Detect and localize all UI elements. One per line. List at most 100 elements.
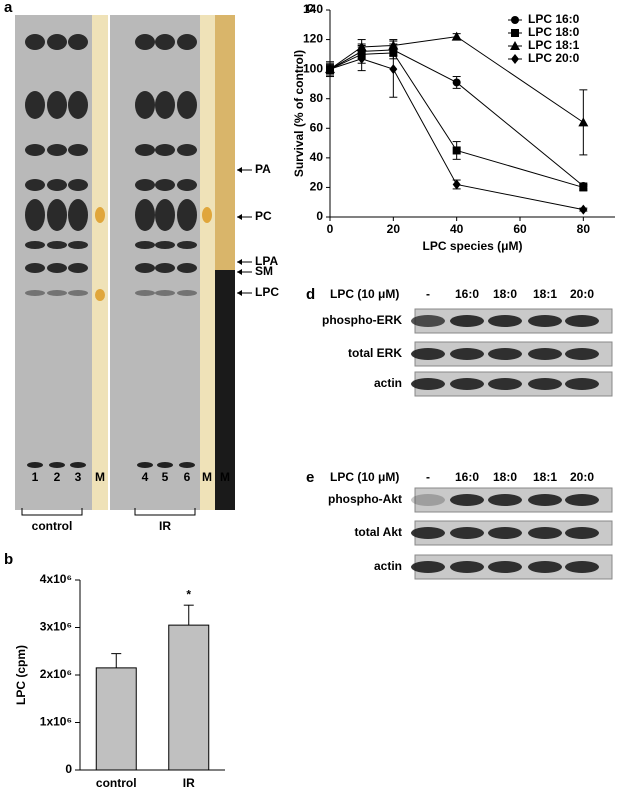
gel-band <box>155 91 175 119</box>
x-tick-label: 80 <box>577 222 591 236</box>
gel-band <box>47 91 67 119</box>
gel-band <box>70 462 86 468</box>
lane-label: - <box>426 470 430 484</box>
gel-band <box>25 34 45 50</box>
gel-band <box>47 290 67 296</box>
y-tick-label: 40 <box>310 150 324 164</box>
gel-band <box>137 462 153 468</box>
lane-label: 6 <box>184 470 191 484</box>
lane-label: M <box>202 470 212 484</box>
y-tick-label: 80 <box>310 91 324 105</box>
gel-band <box>157 462 173 468</box>
blot-band <box>411 527 445 539</box>
gel-band <box>68 263 88 273</box>
gel-band <box>47 144 67 156</box>
panel-label: e <box>306 469 314 486</box>
marker <box>578 117 589 127</box>
marker-strip <box>200 15 215 510</box>
blot-band <box>411 348 445 360</box>
bar <box>168 624 210 771</box>
marker <box>511 29 519 37</box>
marker-band <box>95 289 105 301</box>
blot-band <box>528 378 562 390</box>
gel-band <box>135 263 155 273</box>
group-bracket <box>134 508 196 516</box>
gel-band <box>155 34 175 50</box>
lane-label: 5 <box>162 470 169 484</box>
gel-band <box>135 144 155 156</box>
gel-band <box>47 34 67 50</box>
y-tick-label: 0 <box>65 762 72 776</box>
marker <box>326 64 334 75</box>
blot-band <box>488 494 522 506</box>
blot-band <box>565 315 599 327</box>
row-label: phospho-Akt <box>328 492 402 506</box>
gel-band <box>68 179 88 191</box>
gel-band <box>25 241 45 249</box>
lane-label: 18:0 <box>493 470 517 484</box>
y-tick-label: 100 <box>303 61 323 75</box>
marker-band <box>95 207 105 223</box>
gel-band <box>155 144 175 156</box>
lane-label: 4 <box>142 470 149 484</box>
blot-band <box>450 494 484 506</box>
gel-band <box>68 144 88 156</box>
gel-band <box>68 91 88 119</box>
arrow-head <box>237 290 242 296</box>
lane-label: 2 <box>54 470 61 484</box>
legend-label: LPC 20:0 <box>528 51 580 65</box>
legend-label: LPC 18:0 <box>528 25 580 39</box>
y-tick-label: 3x10⁶ <box>40 620 72 634</box>
y-axis-title: Survival (% of control) <box>292 50 306 177</box>
gel-band <box>177 290 197 296</box>
gel-band <box>135 34 155 50</box>
blot-band <box>565 348 599 360</box>
panel-label: c <box>306 0 314 16</box>
gel-band <box>25 179 45 191</box>
gel-band <box>25 263 45 273</box>
arrow-head <box>237 259 242 265</box>
gel-band <box>49 462 65 468</box>
gel-image <box>15 15 235 510</box>
band-label: SM <box>255 264 273 278</box>
row-label: actin <box>374 559 402 573</box>
gel-band <box>25 91 45 119</box>
marker-band <box>202 207 212 223</box>
blot-band <box>565 378 599 390</box>
marker <box>511 54 519 64</box>
x-tick-label: 20 <box>387 222 401 236</box>
blot-band <box>411 378 445 390</box>
lane-label: M <box>95 470 105 484</box>
gel-band <box>25 199 45 231</box>
group-bracket <box>21 508 83 516</box>
gel-band <box>135 290 155 296</box>
y-tick-label: 0 <box>316 209 323 223</box>
legend-label: LPC 16:0 <box>528 12 580 26</box>
gel-band <box>135 241 155 249</box>
lane-label: 18:1 <box>533 287 557 301</box>
blot-band <box>411 494 445 506</box>
bar <box>95 667 137 771</box>
blot-band <box>528 561 562 573</box>
lane-label: 18:0 <box>493 287 517 301</box>
x-tick-label: IR <box>183 776 195 790</box>
arrow-head <box>237 167 242 173</box>
y-tick-label: 140 <box>303 2 323 16</box>
x-axis-title: LPC species (μM) <box>422 239 522 253</box>
blot-band <box>450 378 484 390</box>
band-label: LPA <box>255 254 278 268</box>
band-label: PA <box>255 162 271 176</box>
gel-band <box>155 241 175 249</box>
y-tick-label: 20 <box>310 180 324 194</box>
band-label: LPC <box>255 285 279 299</box>
gel-band <box>177 241 197 249</box>
marker-strip <box>92 15 108 510</box>
gel-band <box>47 199 67 231</box>
marker <box>389 64 398 75</box>
blot-band <box>411 561 445 573</box>
row-label: phospho-ERK <box>322 313 402 327</box>
blot-band <box>488 315 522 327</box>
marker <box>452 78 461 87</box>
gel-band <box>155 290 175 296</box>
group-label: IR <box>159 519 171 533</box>
